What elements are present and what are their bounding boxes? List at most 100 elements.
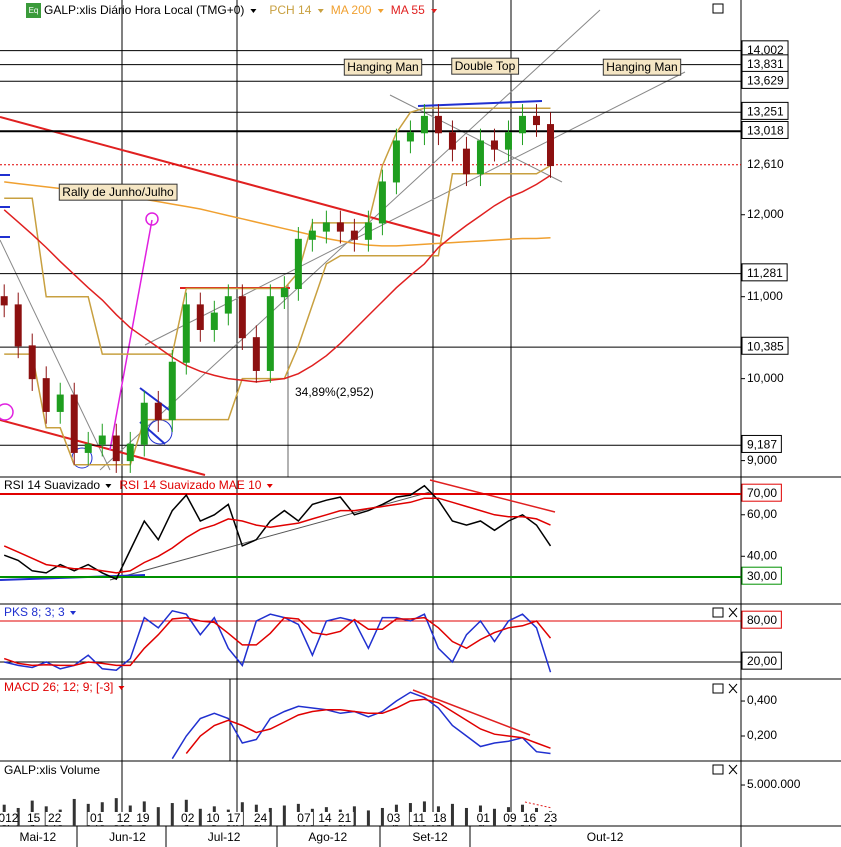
x-tick-label: 01 (477, 811, 491, 825)
series-line (3, 616, 552, 667)
candle-body (518, 115, 526, 134)
annotation-box (58, 183, 178, 201)
series-line (171, 691, 551, 760)
dropdown-arrow (377, 9, 384, 13)
x-tick-bg (430, 812, 449, 825)
volume-bar (464, 807, 468, 826)
candle-body (266, 296, 274, 371)
price-level-label: 13,018 (747, 123, 784, 137)
x-tick-label: 09 (503, 811, 517, 825)
x-tick-bg (335, 812, 354, 825)
x-tick-bg (520, 812, 539, 825)
price-level-label: 9,187 (747, 437, 777, 451)
candle-body (294, 238, 302, 289)
trend-line (524, 801, 553, 809)
candle-body (84, 443, 92, 453)
label-box (741, 263, 788, 282)
y-tick-label: 10,000 (747, 371, 784, 385)
candle-body (42, 378, 50, 412)
label-box (741, 434, 782, 453)
chart-title[interactable]: GALP:xlis Diário Hora Local (TMG+0) (44, 3, 244, 17)
volume-bar (352, 806, 356, 826)
annotation: 34,89%(2,952) (295, 385, 374, 399)
y-tick-label: 11,000 (747, 289, 783, 303)
price-level-label: 13,831 (747, 57, 784, 71)
volume-bar (380, 807, 384, 826)
candle-body (434, 115, 442, 134)
window-button[interactable] (712, 764, 724, 775)
price-level-label: 13,629 (747, 73, 784, 87)
candle-body (168, 361, 176, 421)
panel-title: GALP:xlis Volume (4, 763, 100, 777)
label-box (741, 610, 782, 629)
x-tick-bg (384, 812, 403, 825)
legend-label: RSI 14 Suavizado MAE 10 (119, 478, 261, 492)
x-tick-label: 19 (136, 811, 150, 825)
x-tick-label: 23 (544, 811, 558, 825)
volume-bar (282, 805, 286, 826)
candle-body (140, 402, 148, 445)
panel-title: PKS 8; 3; 3 (4, 605, 65, 619)
x-tick-bg (541, 812, 560, 825)
marker-circle (0, 403, 14, 421)
x-tick-label: 012 (0, 811, 19, 825)
x-tick-bg (500, 812, 519, 825)
label-box (741, 566, 782, 585)
x-tick-bg (178, 812, 197, 825)
trend-line (109, 219, 153, 451)
candle-body (350, 230, 358, 240)
trend-line (0, 116, 441, 237)
annotation: Rally de Junho/Julho (62, 185, 174, 199)
y-tick-label: 70,00 (747, 486, 777, 500)
marker-circle (145, 212, 159, 226)
volume-bar (450, 803, 454, 826)
close-button[interactable] (728, 683, 738, 694)
dropdown-arrow (250, 9, 257, 13)
x-tick-bg (87, 812, 106, 825)
trend-line (99, 9, 601, 471)
candle-body (392, 140, 400, 183)
x-tick-label: 12 (117, 811, 131, 825)
trend-line (144, 71, 686, 346)
candle-body (182, 304, 190, 363)
trend-line (412, 689, 531, 736)
candle-body (196, 304, 204, 330)
legend-label: RSI 14 Suavizado (4, 478, 100, 492)
candle-body (238, 296, 246, 339)
price-level-label: 14,002 (747, 43, 784, 57)
series-line (3, 484, 552, 581)
dropdown-arrow (70, 611, 77, 615)
series-line (3, 497, 551, 574)
annotation: Hanging Man (347, 60, 418, 74)
x-tick-bg (294, 812, 313, 825)
price-level-label: 13,251 (747, 104, 784, 118)
x-tick-bg (45, 812, 64, 825)
candle-body (448, 132, 456, 150)
x-tick-label: 24 (254, 811, 268, 825)
window-button[interactable] (712, 3, 724, 14)
price-level-label: 12,610 (747, 157, 784, 171)
candle-body (224, 296, 232, 314)
candle-body (14, 304, 22, 347)
volume-bar (16, 807, 20, 826)
close-button[interactable] (728, 607, 738, 618)
candle-body (504, 132, 512, 150)
candle-body (56, 394, 64, 412)
volume-bar (170, 803, 174, 826)
dropdown-arrow (118, 686, 125, 690)
annotation: Double Top (455, 59, 516, 73)
candle-body (126, 443, 134, 462)
candle-body (322, 222, 330, 232)
x-tick-bg (133, 812, 152, 825)
x-tick-bg (224, 812, 243, 825)
dropdown-arrow (431, 9, 438, 13)
close-button[interactable] (728, 764, 738, 775)
month-label: Ago-12 (308, 830, 347, 844)
window-button[interactable] (712, 683, 724, 694)
annotation-box (451, 57, 520, 75)
window-button[interactable] (712, 607, 724, 618)
y-tick-label: 40,00 (747, 548, 777, 562)
candle-body (280, 287, 288, 298)
